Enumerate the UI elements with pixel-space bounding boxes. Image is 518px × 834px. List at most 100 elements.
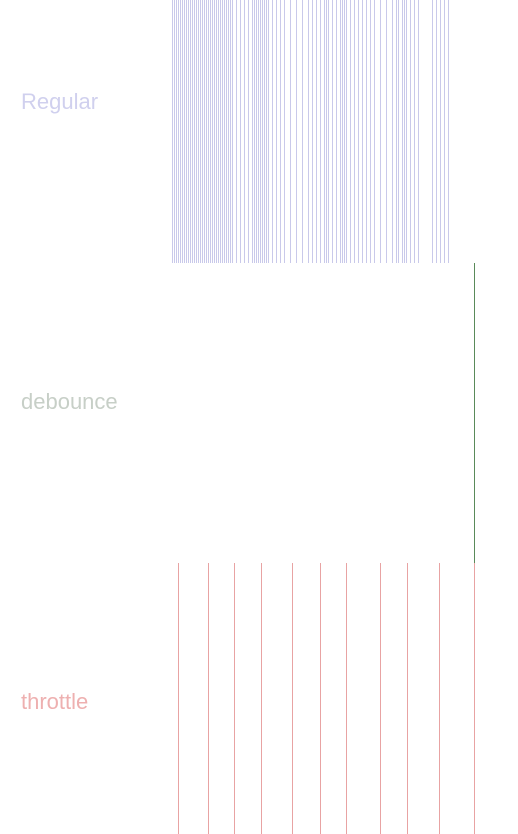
row-label-throttle: throttle	[21, 689, 89, 714]
event-tick-regular	[402, 0, 403, 263]
event-tick-regular	[188, 0, 189, 263]
event-tick-regular	[336, 0, 337, 263]
row-regular: Regular	[0, 0, 518, 263]
event-tick-regular	[396, 0, 397, 263]
event-tick-regular	[222, 0, 223, 263]
event-tick-regular	[370, 0, 371, 263]
event-tick-regular	[392, 0, 393, 263]
event-tick-regular	[366, 0, 367, 263]
event-tick-regular	[332, 0, 333, 263]
event-tick-regular	[172, 0, 173, 263]
event-tick-regular	[432, 0, 433, 263]
event-tick-regular	[344, 0, 345, 263]
event-tick-throttle	[474, 563, 475, 834]
event-tick-regular	[204, 0, 205, 263]
event-tick-regular	[346, 0, 347, 263]
event-tick-throttle	[208, 563, 209, 834]
event-tick-throttle	[407, 563, 408, 834]
event-tick-regular	[268, 0, 269, 263]
event-tick-regular	[240, 0, 241, 263]
event-tick-regular	[280, 0, 281, 263]
event-tick-regular	[320, 0, 321, 263]
event-tick-regular	[386, 0, 387, 263]
event-tick-regular	[340, 0, 341, 263]
event-tick-regular	[258, 0, 259, 263]
event-strip-regular	[0, 0, 518, 263]
event-tick-regular	[176, 0, 177, 263]
event-tick-debounce	[474, 263, 475, 563]
event-tick-regular	[380, 0, 381, 263]
event-tick-regular	[190, 0, 191, 263]
event-tick-throttle	[178, 563, 179, 834]
event-tick-regular	[198, 0, 199, 263]
event-tick-regular	[358, 0, 359, 263]
event-tick-regular	[374, 0, 375, 263]
event-tick-regular	[206, 0, 207, 263]
event-tick-regular	[284, 0, 285, 263]
event-tick-regular	[448, 0, 449, 263]
event-tick-regular	[210, 0, 211, 263]
event-tick-regular	[436, 0, 437, 263]
event-tick-regular	[208, 0, 209, 263]
event-tick-regular	[312, 0, 313, 263]
event-tick-regular	[184, 0, 185, 263]
event-tick-regular	[354, 0, 355, 263]
event-tick-regular	[232, 0, 233, 263]
event-tick-throttle	[380, 563, 381, 834]
event-tick-regular	[256, 0, 257, 263]
event-tick-throttle	[439, 563, 440, 834]
event-tick-regular	[414, 0, 415, 263]
event-tick-regular	[252, 0, 253, 263]
event-tick-regular	[230, 0, 231, 263]
event-tick-throttle	[261, 563, 262, 834]
event-tick-regular	[254, 0, 255, 263]
row-debounce: debounce	[0, 263, 518, 563]
event-tick-regular	[216, 0, 217, 263]
event-tick-regular	[406, 0, 407, 263]
event-tick-regular	[418, 0, 419, 263]
event-tick-regular	[342, 0, 343, 263]
event-tick-regular	[180, 0, 181, 263]
event-tick-regular	[290, 0, 291, 263]
event-tick-throttle	[292, 563, 293, 834]
event-tick-regular	[404, 0, 405, 263]
event-tick-regular	[194, 0, 195, 263]
event-tick-regular	[276, 0, 277, 263]
event-tick-regular	[264, 0, 265, 263]
row-throttle: throttle	[0, 563, 518, 834]
event-tick-regular	[202, 0, 203, 263]
event-tick-regular	[196, 0, 197, 263]
event-tick-regular	[226, 0, 227, 263]
event-tick-regular	[224, 0, 225, 263]
event-tick-regular	[220, 0, 221, 263]
event-tick-regular	[236, 0, 237, 263]
event-tick-regular	[248, 0, 249, 263]
event-tick-regular	[218, 0, 219, 263]
event-tick-regular	[308, 0, 309, 263]
row-label-regular: Regular	[21, 89, 99, 114]
event-tick-regular	[296, 0, 297, 263]
event-tick-throttle	[346, 563, 347, 834]
event-tick-regular	[266, 0, 267, 263]
event-tick-regular	[228, 0, 229, 263]
event-tick-regular	[200, 0, 201, 263]
event-tick-regular	[440, 0, 441, 263]
event-tick-throttle	[320, 563, 321, 834]
event-tick-regular	[316, 0, 317, 263]
event-tick-regular	[324, 0, 325, 263]
event-tick-regular	[326, 0, 327, 263]
event-tick-regular	[262, 0, 263, 263]
event-tick-regular	[214, 0, 215, 263]
event-tick-regular	[182, 0, 183, 263]
event-tick-regular	[174, 0, 175, 263]
event-tick-regular	[398, 0, 399, 263]
event-tick-regular	[410, 0, 411, 263]
event-tick-regular	[178, 0, 179, 263]
event-tick-regular	[186, 0, 187, 263]
event-tick-regular	[244, 0, 245, 263]
event-tick-regular	[328, 0, 329, 263]
event-tick-regular	[260, 0, 261, 263]
event-tick-regular	[444, 0, 445, 263]
event-tick-regular	[350, 0, 351, 263]
event-tick-regular	[302, 0, 303, 263]
